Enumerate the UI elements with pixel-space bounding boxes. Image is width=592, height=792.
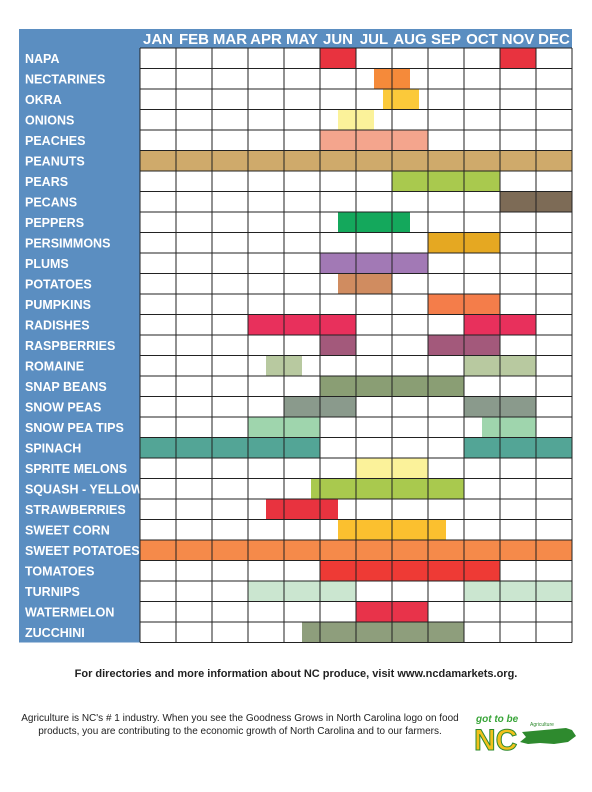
month-label-nov: NOV	[502, 31, 535, 48]
crop-label: SQUASH - YELLOW	[25, 482, 143, 496]
got-to-be-nc-logo: got to be NC Agriculture	[474, 714, 576, 754]
season-bar	[500, 48, 536, 69]
season-bar	[383, 89, 419, 110]
season-bar	[320, 335, 356, 356]
footer-description: Agriculture is NC's # 1 industry. When y…	[21, 713, 459, 737]
crop-label: PUMPKINS	[25, 298, 91, 312]
crop-label: WATERMELON	[25, 605, 114, 619]
season-bar	[320, 560, 500, 581]
crop-label: SPINACH	[25, 441, 81, 455]
crop-label: SWEET POTATOES	[25, 544, 140, 558]
month-label-jan: JAN	[143, 31, 173, 48]
season-bar	[320, 253, 428, 274]
month-header-band	[19, 29, 572, 48]
crop-label: ONIONS	[25, 113, 74, 127]
crop-label: OKRA	[25, 93, 62, 107]
crop-label: SNOW PEA TIPS	[25, 421, 124, 435]
crop-label: ZUCCHINI	[25, 626, 85, 640]
crop-label: SPRITE MELONS	[25, 462, 127, 476]
crop-label: SNOW PEAS	[25, 400, 101, 414]
season-bar	[320, 130, 428, 151]
crop-label: PEARS	[25, 175, 68, 189]
season-bar	[338, 273, 392, 294]
season-bar	[248, 581, 356, 602]
logo-small-text: Agriculture	[530, 722, 554, 728]
season-bar	[338, 212, 410, 233]
season-bar	[464, 437, 572, 458]
crop-label: PECANS	[25, 195, 77, 209]
logo-brand: NC	[474, 724, 517, 754]
month-label-mar: MAR	[213, 31, 247, 48]
month-label-sep: SEP	[431, 31, 461, 48]
season-bar	[392, 171, 500, 192]
nc-state-shape-icon	[520, 728, 576, 744]
crop-label: TURNIPS	[25, 585, 80, 599]
crop-label: NAPA	[25, 52, 60, 66]
crop-label: RASPBERRIES	[25, 339, 115, 353]
crop-label: PEANUTS	[25, 154, 85, 168]
crop-label: SWEET CORN	[25, 523, 110, 537]
footer-link-text: For directories and more information abo…	[74, 668, 518, 680]
crop-label: RADISHES	[25, 318, 90, 332]
crop-label: PEPPERS	[25, 216, 84, 230]
season-bar	[464, 581, 572, 602]
month-label-may: MAY	[286, 31, 318, 48]
month-label-feb: FEB	[179, 31, 209, 48]
crop-label: ROMAINE	[25, 359, 84, 373]
crop-label-column	[19, 48, 140, 643]
crop-label: PLUMS	[25, 257, 69, 271]
season-bar	[311, 478, 464, 499]
crop-label: POTATOES	[25, 277, 92, 291]
month-label-jul: JUL	[360, 31, 388, 48]
season-bar	[140, 437, 320, 458]
month-label-oct: OCT	[466, 31, 498, 48]
season-bar	[482, 417, 536, 438]
month-label-jun: JUN	[323, 31, 353, 48]
crop-label: STRAWBERRIES	[25, 503, 126, 517]
crop-label: PEACHES	[25, 134, 85, 148]
month-label-apr: APR	[250, 31, 282, 48]
crop-label: NECTARINES	[25, 72, 105, 86]
logo-tagline: got to be	[475, 714, 519, 725]
crop-label: PERSIMMONS	[25, 236, 110, 250]
crop-label: SNAP BEANS	[25, 380, 107, 394]
season-bar	[266, 499, 338, 520]
month-label-dec: DEC	[538, 31, 570, 48]
season-bar	[302, 622, 464, 643]
month-label-aug: AUG	[393, 31, 426, 48]
season-bar	[320, 48, 356, 69]
season-bar	[248, 314, 356, 335]
crop-label: TOMATOES	[25, 564, 94, 578]
